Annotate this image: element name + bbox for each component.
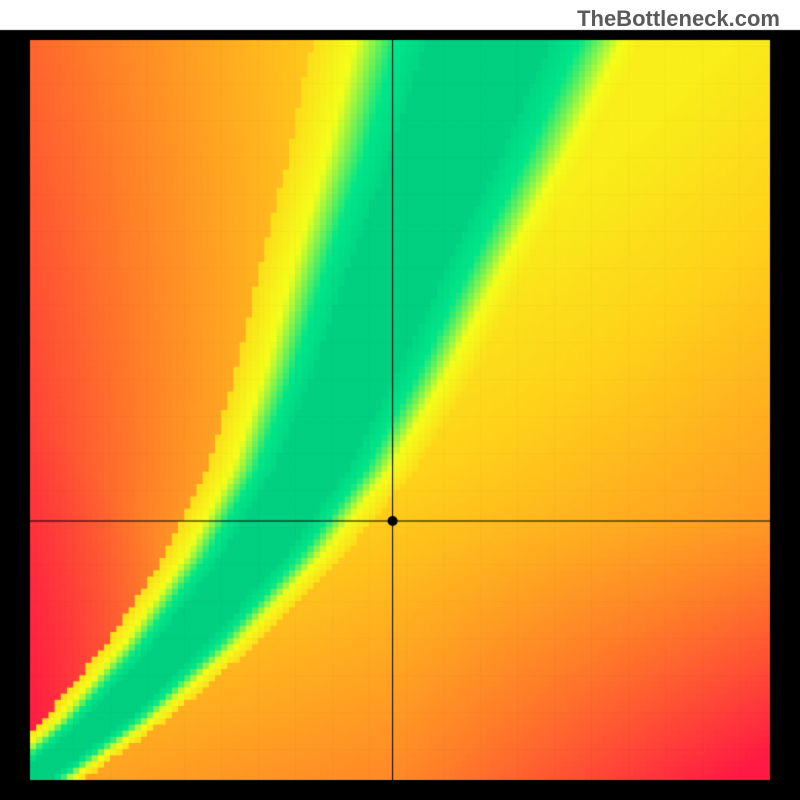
watermark-text: TheBottleneck.com: [577, 6, 780, 32]
chart-container: TheBottleneck.com: [0, 0, 800, 800]
heatmap-canvas: [0, 0, 800, 800]
